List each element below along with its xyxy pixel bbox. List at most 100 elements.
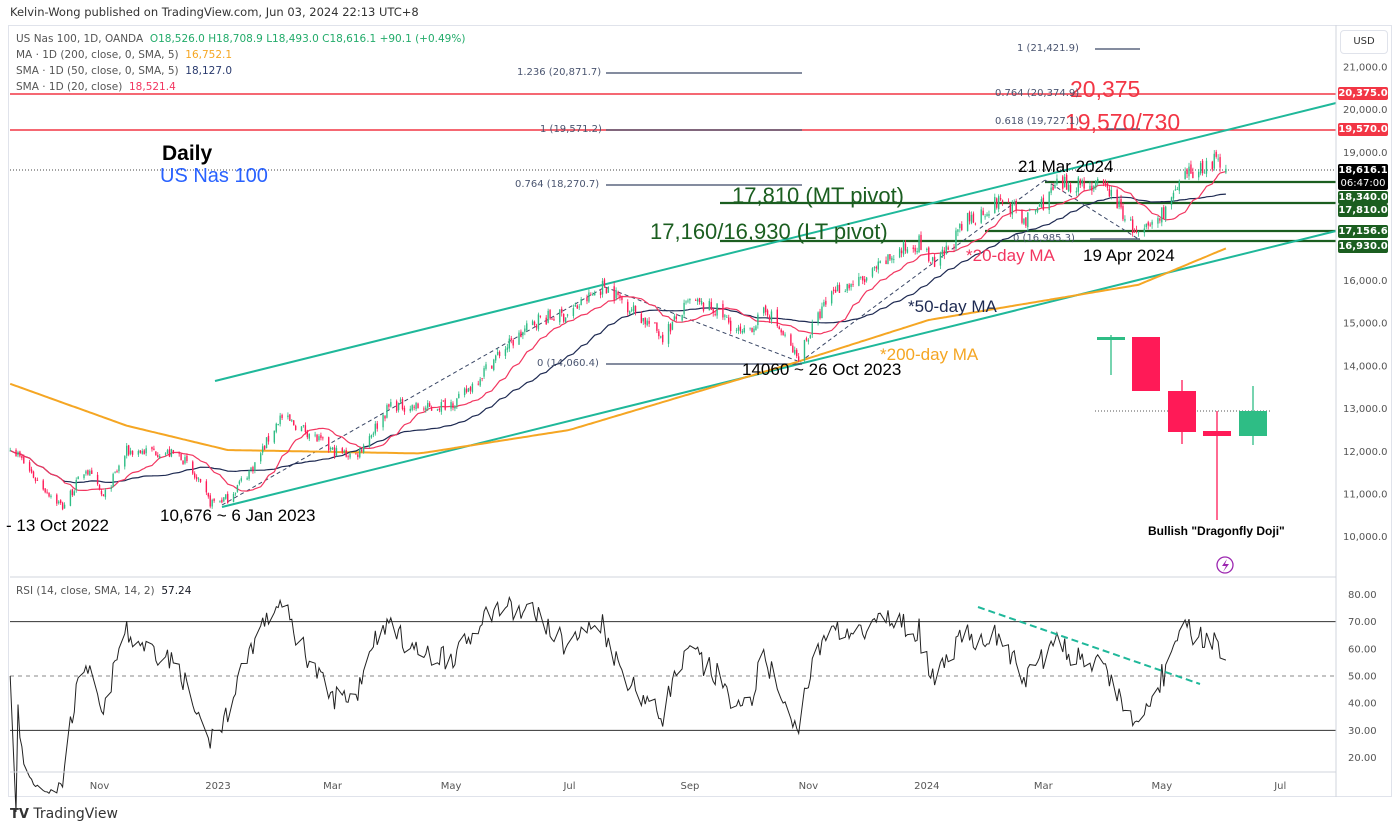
candle: [345, 447, 347, 458]
candle-body: [819, 311, 821, 319]
candle: [671, 321, 674, 331]
candle: [891, 255, 893, 264]
candle-body: [613, 286, 615, 301]
candle: [114, 471, 116, 474]
currency-button[interactable]: USD: [1340, 30, 1388, 54]
candle-body: [28, 462, 31, 471]
candle-body: [399, 399, 402, 402]
candle: [889, 254, 891, 262]
candle: [186, 453, 188, 464]
candle-body: [1083, 181, 1085, 189]
candle: [85, 469, 87, 476]
candle-body: [1097, 178, 1099, 182]
candle: [763, 306, 765, 317]
candle-body: [157, 455, 159, 458]
candle-body: [1048, 191, 1050, 210]
candle-body: [184, 457, 186, 464]
candle-body: [986, 214, 988, 216]
candle-body: [1038, 204, 1041, 207]
label-mt-pivot: 17,810 (MT pivot): [732, 183, 905, 208]
candle-body: [1147, 222, 1149, 226]
candle-body: [966, 212, 969, 232]
candle: [399, 397, 402, 404]
label-ma50: *50-day MA: [908, 297, 997, 316]
candle: [1190, 160, 1192, 174]
candle: [157, 452, 159, 458]
candle-body: [807, 339, 810, 342]
candle-body: [1023, 218, 1025, 224]
candle: [1192, 167, 1194, 179]
legend-ma200[interactable]: MA · 1D (200, close, 0, SMA, 5) 16,752.1: [16, 49, 232, 61]
candle-body: [1149, 224, 1151, 226]
candle: [496, 348, 499, 356]
candle: [279, 412, 281, 427]
candle-body: [46, 491, 48, 493]
candle: [1163, 204, 1165, 220]
tradingview-logo[interactable]: TV TradingView: [10, 806, 118, 822]
candle-body: [811, 323, 813, 335]
candle: [1038, 202, 1041, 207]
candle: [931, 256, 934, 264]
candle-body: [1164, 206, 1167, 219]
candle: [830, 290, 833, 306]
channel-upper-line: [214, 102, 1337, 382]
candle-body: [984, 216, 986, 218]
candle: [386, 403, 388, 419]
fib-label: 1 (21,421.9): [1017, 43, 1079, 54]
candle: [61, 501, 64, 511]
candle: [1116, 188, 1118, 209]
candle-body: [784, 334, 786, 336]
candle-body: [943, 250, 946, 256]
candle-body: [384, 416, 386, 419]
candle-body: [891, 257, 893, 261]
candle: [607, 286, 610, 293]
candle-body: [722, 303, 724, 318]
candle: [341, 446, 343, 455]
candle: [118, 464, 120, 474]
candle-body: [495, 355, 497, 361]
candle: [914, 244, 916, 255]
candle-body: [588, 292, 590, 302]
candle: [986, 212, 988, 217]
label-instrument: US Nas 100: [160, 165, 268, 187]
candle: [471, 382, 474, 394]
candle-body: [436, 409, 439, 411]
price-axis-tick: 12,000.0: [1343, 447, 1388, 458]
candle-body: [902, 242, 905, 255]
candle-body: [673, 316, 676, 321]
candle: [930, 261, 932, 264]
candle-body: [322, 437, 324, 439]
candle-body: [329, 447, 332, 450]
legend-ma50[interactable]: SMA · 1D (50, close, 0, SMA, 5) 18,127.0: [16, 65, 232, 77]
rsi-axis-tick: 30.00: [1348, 726, 1377, 737]
candle: [444, 398, 446, 411]
candle: [355, 453, 357, 455]
candle-body: [751, 327, 753, 333]
candle: [131, 450, 134, 457]
candle: [764, 304, 767, 316]
price-axis-tick: 15,000.0: [1343, 319, 1388, 330]
candle: [153, 445, 155, 451]
candle-body: [601, 281, 604, 295]
candle-body: [498, 351, 501, 357]
candle-body: [566, 314, 569, 316]
candle: [170, 448, 173, 458]
candle-body: [477, 383, 479, 385]
candle: [939, 251, 942, 269]
candle: [289, 413, 291, 422]
candle-body: [386, 405, 388, 418]
candle: [885, 256, 887, 265]
candle-body: [904, 243, 907, 251]
legend-rsi[interactable]: RSI (14, close, SMA, 14, 2) 57.24: [16, 585, 191, 597]
candle-body: [1199, 163, 1202, 174]
candle: [227, 491, 229, 504]
legend-ma20[interactable]: SMA · 1D (20, close) 18,521.4: [16, 81, 176, 93]
candle: [871, 267, 874, 279]
candle-body: [1178, 181, 1180, 191]
candle: [953, 243, 955, 252]
candle-body: [996, 198, 998, 208]
candle-body: [467, 388, 470, 392]
candle: [640, 311, 643, 324]
candle-body: [821, 306, 823, 319]
